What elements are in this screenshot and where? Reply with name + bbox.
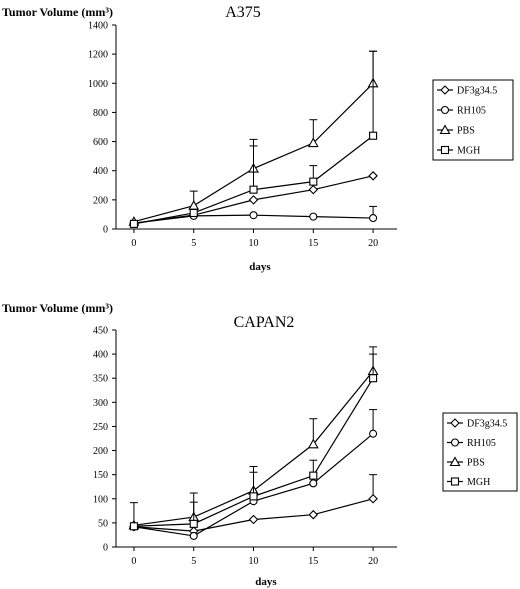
x-tick-label: 0 — [131, 238, 136, 249]
data-point-square — [249, 492, 258, 501]
x-tick-label: 5 — [191, 556, 196, 567]
x-tick-label: 15 — [308, 556, 318, 567]
data-point-diamond — [368, 493, 378, 504]
y-tick-label: 1200 — [88, 50, 108, 61]
y-tick-label: 1000 — [88, 79, 108, 90]
y-tick-label: 800 — [93, 108, 108, 119]
legend-label: RH105 — [467, 438, 496, 449]
data-point-square — [189, 208, 198, 218]
data-point-square — [129, 219, 138, 228]
chart-capan2-title: CAPAN2 — [234, 314, 295, 331]
legend-marker-square — [450, 477, 460, 486]
data-point-circle — [189, 531, 198, 540]
chart-a375-ylabel: Tumor Volume (mm³) — [2, 5, 113, 19]
x-tick-label: 20 — [368, 238, 378, 249]
y-tick-label: 250 — [93, 422, 108, 433]
y-tick-label: 50 — [98, 518, 108, 529]
y-tick-label: 150 — [93, 470, 108, 481]
data-point-square — [249, 185, 258, 194]
legend-marker-diamond — [450, 418, 460, 428]
data-point-diamond — [308, 184, 319, 195]
legend-label: MGH — [467, 477, 490, 488]
x-tick-label: 20 — [368, 556, 378, 567]
y-tick-label: 0 — [103, 225, 108, 236]
data-point-triangle — [188, 200, 200, 210]
data-point-square — [189, 519, 198, 528]
data-point-square — [309, 177, 318, 186]
x-tick-label: 5 — [191, 238, 196, 249]
chart-capan2: Tumor Volume (mm³) CAPAN2 05010015020025… — [2, 301, 518, 588]
chart-a375-title: A375 — [225, 4, 261, 21]
data-point-square — [369, 131, 378, 140]
y-tick-label: 1400 — [88, 21, 108, 32]
data-point-circle — [249, 211, 258, 220]
data-point-circle — [369, 429, 378, 438]
data-point-diamond — [248, 514, 259, 525]
chart-a375-xlabel: days — [249, 261, 271, 273]
legend-marker-triangle — [439, 124, 451, 135]
legend-marker-square — [440, 145, 450, 155]
legend-label: DF3g34.5 — [467, 419, 507, 430]
legend-marker-triangle — [449, 456, 461, 467]
chart-capan2-plot: 0 50 100 150 200 250 300 350 400 450 0 5 10 15 20 — [93, 326, 397, 567]
y-tick-label: 0 — [103, 543, 108, 554]
x-tick-label: 0 — [131, 556, 136, 567]
y-tick-label: 450 — [93, 326, 108, 337]
legend-marker-diamond — [440, 85, 450, 95]
data-point-circle — [309, 479, 318, 488]
legend-label: RH105 — [457, 106, 486, 117]
y-tick-label: 350 — [93, 374, 108, 385]
legend-marker-circle — [450, 438, 460, 447]
legend-label: PBS — [467, 458, 485, 469]
x-tick-label: 10 — [249, 556, 259, 567]
data-point-diamond — [368, 171, 378, 181]
y-tick-label: 600 — [93, 137, 108, 148]
x-tick-label: 10 — [249, 238, 259, 249]
legend-marker-circle — [440, 105, 450, 115]
y-tick-label: 100 — [93, 494, 108, 505]
legend-label: PBS — [457, 126, 475, 137]
data-point-triangle — [307, 438, 319, 449]
data-point-diamond — [308, 509, 319, 520]
chart-capan2-xlabel: days — [255, 576, 277, 588]
data-point-diamond — [248, 195, 259, 205]
y-tick-label: 300 — [93, 398, 108, 409]
legend-label: MGH — [457, 146, 480, 157]
chart-a375: Tumor Volume (mm³) A375 0200400600800100… — [2, 4, 514, 273]
y-tick-label: 200 — [93, 446, 108, 457]
y-tick-label: 200 — [93, 195, 108, 206]
y-tick-label: 400 — [93, 166, 108, 177]
data-point-triangle — [307, 137, 319, 148]
data-point-square — [129, 522, 138, 531]
chart-capan2-legend: DF3g34.5 RH105 PBS MGH — [442, 412, 518, 492]
data-point-circle — [369, 214, 378, 223]
chart-capan2-ylabel: Tumor Volume (mm³) — [2, 301, 113, 315]
data-point-square — [309, 471, 318, 480]
chart-a375-plot: 0 200 400 600 800 1000 1200 1400 0 5 10 15 20 — [88, 21, 397, 249]
y-tick-label: 400 — [93, 350, 108, 361]
data-point-square — [369, 374, 378, 383]
chart-a375-legend: DF3g34.5 RH105 PBS MGH — [432, 79, 514, 161]
data-point-circle — [309, 212, 318, 221]
x-tick-label: 15 — [308, 238, 318, 249]
legend-label: DF3g34.5 — [457, 86, 497, 97]
